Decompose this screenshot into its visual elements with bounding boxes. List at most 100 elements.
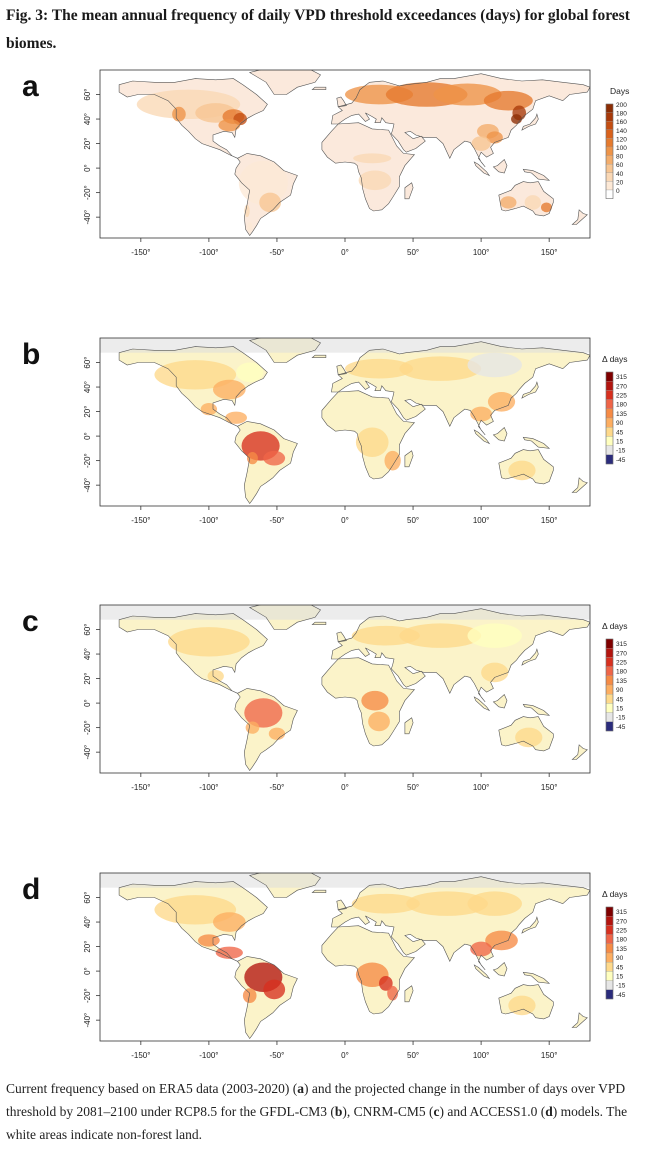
land-newZealand	[572, 477, 588, 493]
data-patch	[384, 450, 401, 471]
coastline-sumatra	[473, 429, 491, 445]
legend-tick-label: 180	[616, 669, 627, 676]
legend-frame	[605, 103, 614, 199]
legend-tick-label: 15	[616, 706, 624, 713]
map-panel-b: b -150° -100° -50° 0° 50° 100° 150° 60° 40° 20° 0° -…	[22, 337, 628, 525]
coastline-japan	[521, 381, 539, 399]
coastline-iceland	[311, 86, 327, 90]
legend-tick-label: 270	[616, 383, 627, 390]
coastline-southAmerica	[234, 956, 298, 1040]
land-sumatra	[474, 965, 490, 979]
coastline-madagascar	[404, 985, 414, 1003]
coastline-uk	[336, 899, 347, 911]
y-tick-label: 40°	[83, 381, 92, 393]
legend-tick-label: 20	[616, 179, 624, 186]
y-tick-label: -20°	[83, 720, 92, 735]
y-tick-label: -20°	[83, 453, 92, 468]
data-patch	[485, 930, 518, 951]
data-patch	[200, 402, 218, 416]
coastline-newGuinea	[522, 703, 551, 716]
coastline-greenland	[248, 70, 321, 95]
y-tick-label: 40°	[83, 113, 92, 125]
map-layer	[118, 70, 590, 237]
land-newZealand	[572, 1012, 588, 1028]
land-newGuinea	[523, 169, 550, 181]
x-tick-label: -100°	[199, 1051, 218, 1060]
land-japan	[521, 917, 539, 934]
coastline-africa	[321, 122, 416, 212]
coastline-sumatra	[473, 161, 491, 177]
x-tick-label: -100°	[199, 248, 218, 257]
land-sumatra	[474, 697, 490, 711]
panel-label: a	[22, 70, 39, 103]
land-japan	[521, 382, 539, 399]
data-patch	[236, 362, 264, 383]
legend-swatch	[605, 684, 614, 695]
coastline-borneo	[492, 427, 508, 442]
legend-swatch	[605, 155, 614, 165]
legend-tick-label: 135	[616, 946, 627, 953]
legend-tick-label: 90	[616, 687, 624, 694]
legend-tick-label: 200	[616, 102, 627, 109]
legend-title: Days	[610, 86, 629, 96]
land-africa	[321, 122, 415, 211]
panel-label: c	[22, 605, 39, 638]
data-patch	[263, 979, 286, 1000]
y-tick-label: 0°	[83, 699, 92, 707]
x-tick-label: -50°	[270, 1051, 285, 1060]
land-japan	[521, 649, 539, 666]
legend-tick-label: 45	[616, 964, 624, 971]
legend-swatch	[605, 657, 614, 667]
coastline-sumatra	[473, 696, 491, 712]
legend-tick-label: 100	[616, 145, 627, 152]
panel-a: a -150° -100° -50° 0° 50° 100° 150° 60° 40° 20° 0° -…	[0, 62, 655, 334]
data-patch	[259, 192, 282, 213]
legend-swatch	[605, 694, 614, 704]
coastline-southAmerica	[234, 688, 298, 772]
panel-d: d -150° -100° -50° 0° 50° 100° 150° 60° 40° 20° 0° -…	[0, 865, 655, 1137]
legend-tick-label: 180	[616, 111, 627, 118]
coastline-newGuinea	[522, 436, 551, 449]
caption-text-3: ), CNRM-CM5 (	[342, 1104, 434, 1119]
legend-tick-label: 90	[616, 955, 624, 962]
legend-tick-label: -45	[616, 992, 626, 999]
y-tick-label: -40°	[83, 210, 92, 225]
coastline-africa	[321, 657, 416, 747]
legend-tick-label: 315	[616, 909, 627, 916]
legend-tick-label: 225	[616, 393, 627, 400]
legend-swatch	[605, 164, 614, 173]
y-tick-label: -40°	[83, 1013, 92, 1028]
data-patch	[238, 160, 288, 205]
legend-tick-label: 270	[616, 918, 627, 925]
legend-swatch	[605, 129, 614, 139]
legend-swatch	[605, 962, 614, 972]
data-patch	[368, 711, 390, 732]
x-tick-label: 0°	[341, 248, 349, 257]
x-tick-label: 0°	[341, 1051, 349, 1060]
coastline-australia	[498, 984, 554, 1020]
coastline-southAmerica	[234, 421, 298, 505]
legend-swatch	[605, 103, 614, 113]
y-tick-label: 0°	[83, 432, 92, 440]
legend-tick-label: 45	[616, 696, 624, 703]
x-tick-label: 0°	[341, 516, 349, 525]
x-tick-label: 150°	[541, 783, 558, 792]
data-patch	[470, 941, 492, 957]
x-tick-label: 50°	[407, 1051, 419, 1060]
coastline-madagascar	[404, 182, 414, 200]
figure-caption: Current frequency based on ERA5 data (20…	[6, 1077, 646, 1146]
data-patch	[198, 934, 220, 947]
data-patch	[351, 893, 420, 914]
legend-swatch	[605, 721, 614, 732]
coastline-africa	[321, 390, 416, 480]
map-panel-a: a -150° -100° -50° 0° 50° 100° 150° 60° 40° 20° 0° -…	[22, 69, 629, 257]
data-patch	[225, 411, 247, 424]
coastline-borneo	[492, 159, 508, 174]
legend-tick-label: -45	[616, 724, 626, 731]
legend-tick-label: -15	[616, 983, 626, 990]
data-patch	[154, 360, 237, 390]
y-tick-label: 0°	[83, 967, 92, 975]
coastline-eurasia	[331, 341, 590, 436]
coastline-sumatra	[473, 964, 491, 980]
coastline-iceland	[311, 621, 327, 625]
